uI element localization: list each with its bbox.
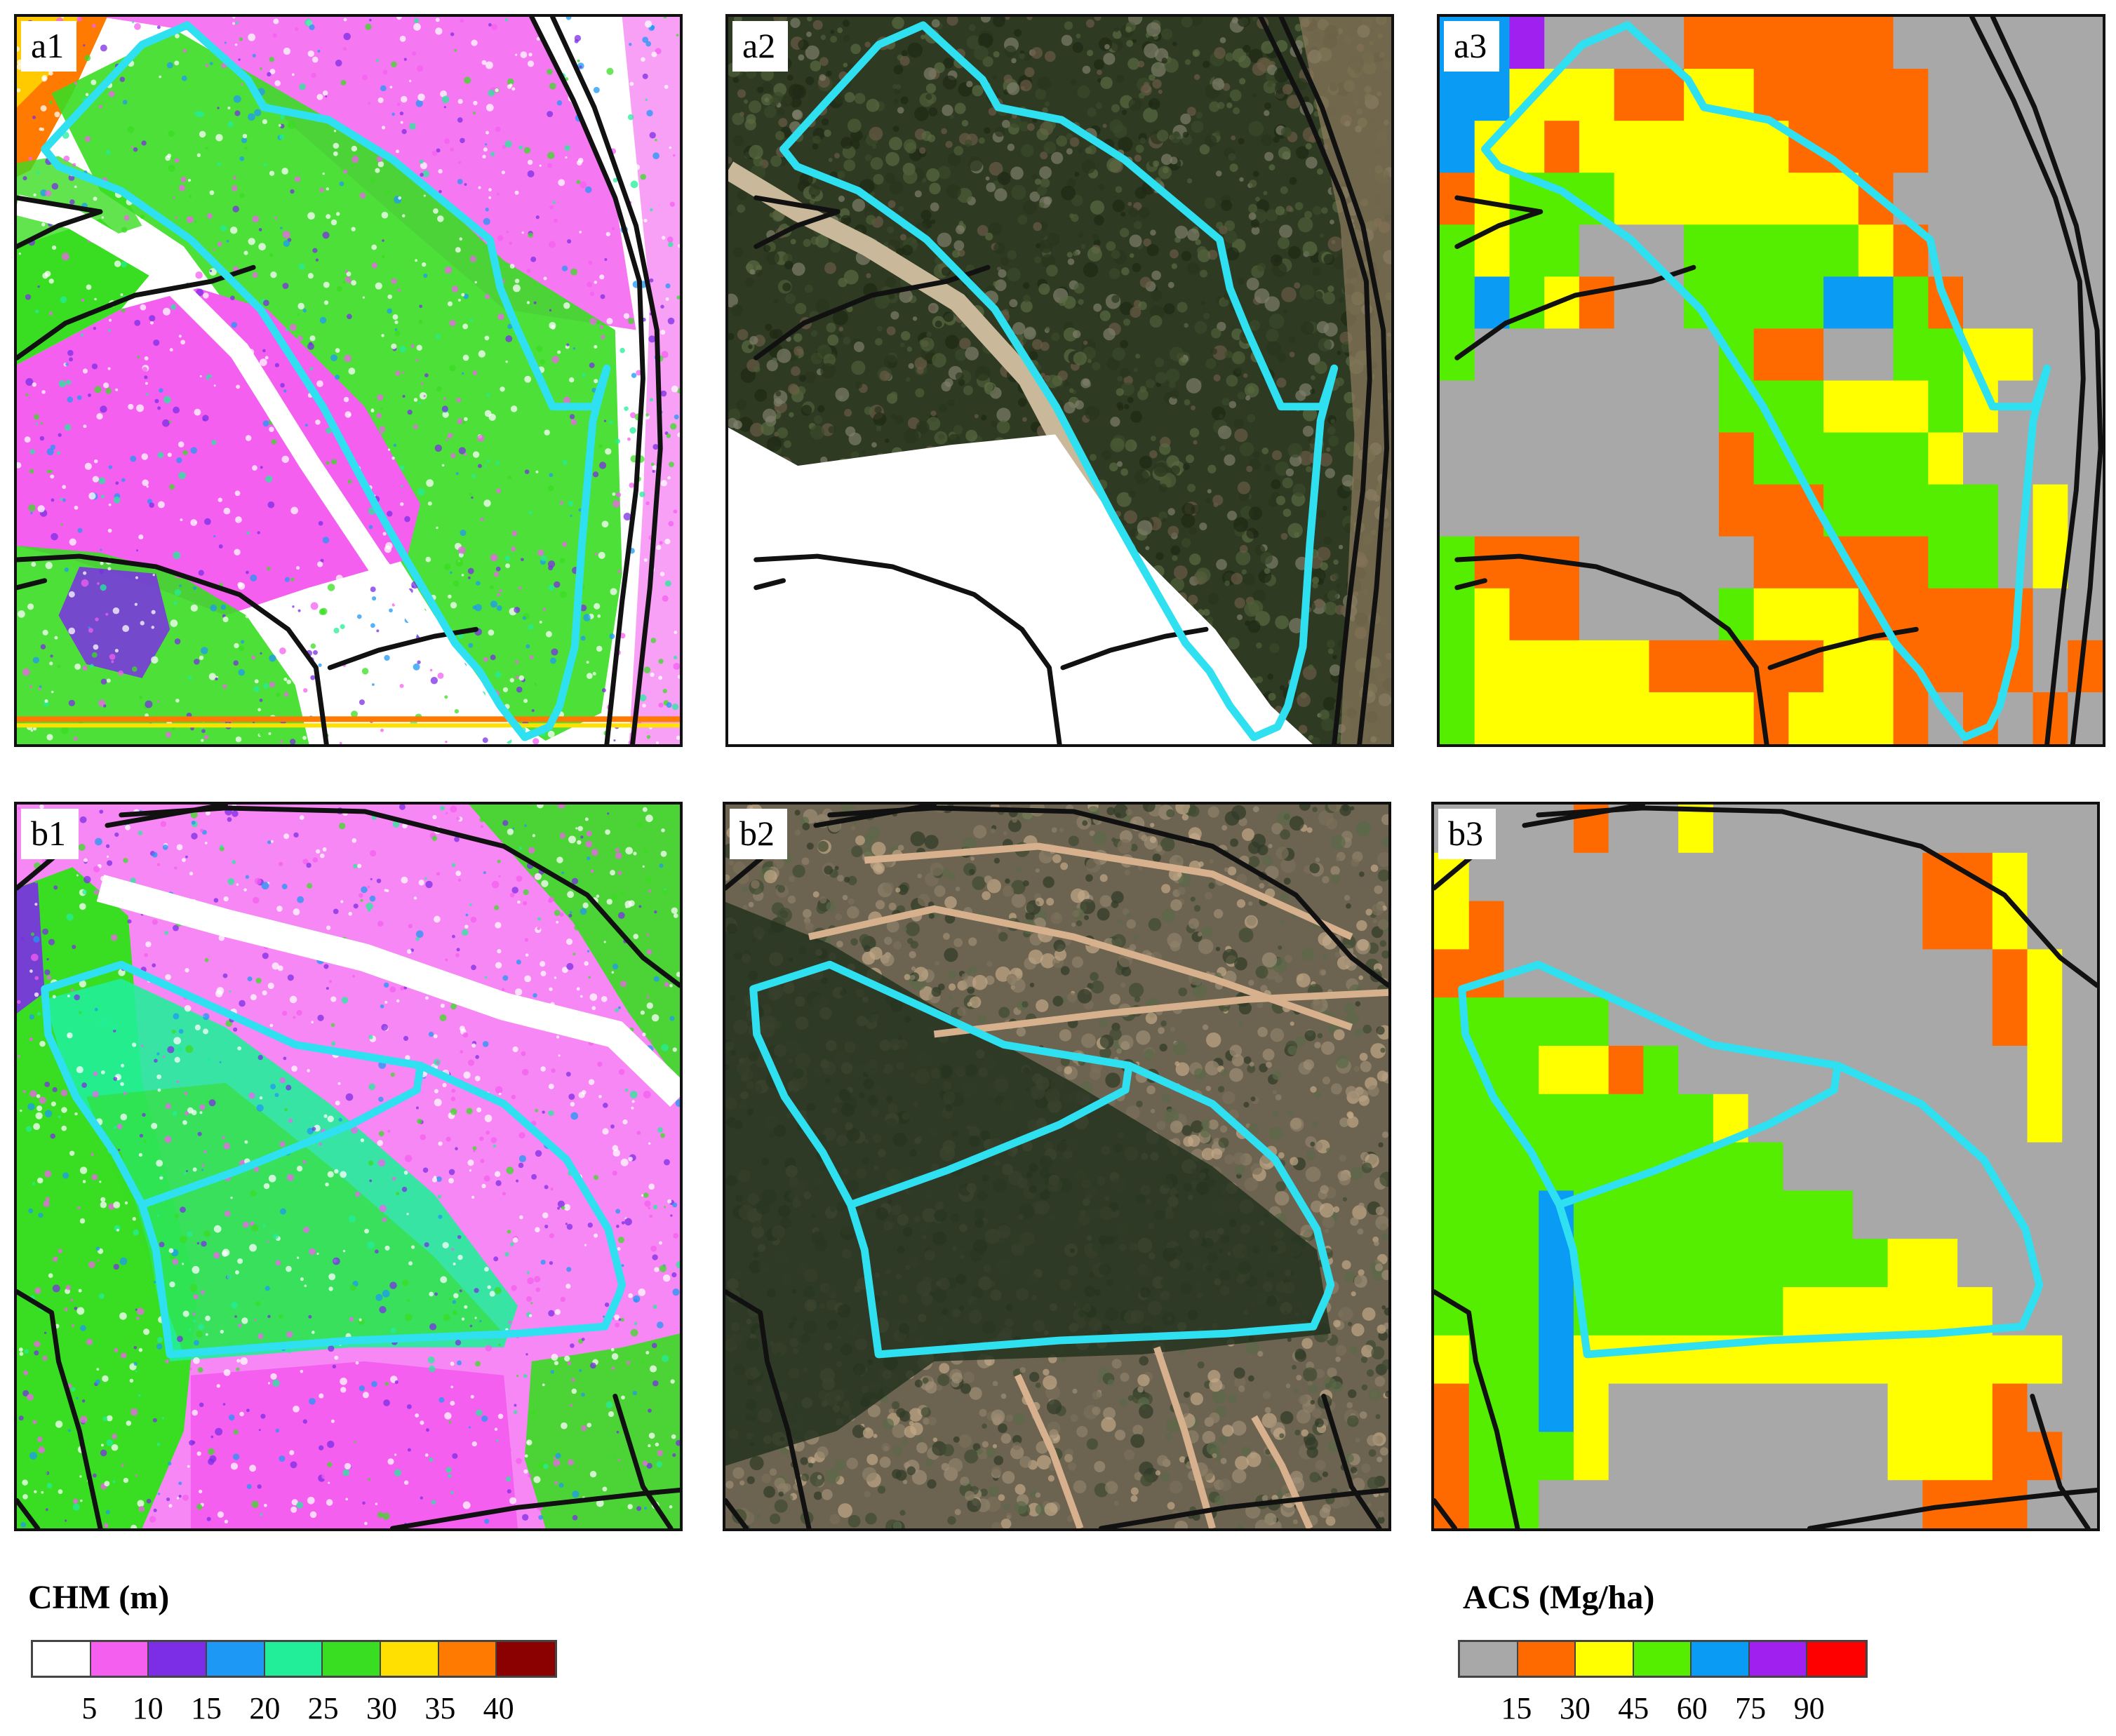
chm-legend-colorbar (31, 1640, 557, 1678)
panel-label-b3: b3 (1438, 809, 1496, 859)
legend-tick-label: 75 (1735, 1691, 1767, 1725)
legend-swatch (438, 1642, 497, 1676)
legend-swatch (1692, 1642, 1750, 1676)
panel-label-a2: a2 (732, 21, 789, 72)
legend-swatch (264, 1642, 323, 1676)
stand-boundary (749, 960, 1335, 1359)
legend-tick-label: 60 (1676, 1691, 1708, 1725)
panel-label-b1: b1 (21, 809, 79, 859)
stand-boundary (779, 21, 1339, 741)
legend-swatch (323, 1642, 381, 1676)
stand-boundary (41, 960, 627, 1359)
panel-label-b2: b2 (730, 809, 787, 859)
acs-grid (1440, 17, 2103, 744)
legend-tick-label: 5 (81, 1691, 98, 1725)
legend-swatch (33, 1642, 91, 1676)
chm-map-b1 (17, 805, 680, 1528)
map-panel-a2: a2 (725, 14, 1394, 747)
aerial-photo-b2 (725, 805, 1388, 1528)
chm-legend-title: CHM (m) (28, 1579, 170, 1616)
road-lines (725, 805, 1388, 1528)
legend-swatch (497, 1642, 555, 1676)
map-panel-b3: b3 (1431, 802, 2100, 1531)
legend-tick-label: 90 (1793, 1691, 1825, 1725)
legend-tick-label: 45 (1618, 1691, 1649, 1725)
road-lines (17, 805, 680, 1528)
legend-swatch (1807, 1642, 1866, 1676)
acs-map-b3 (1434, 805, 2097, 1528)
stand-boundary (1458, 960, 2044, 1359)
road-lines (754, 17, 1390, 744)
legend-swatch (1460, 1642, 1518, 1676)
legend-swatch (91, 1642, 149, 1676)
stand-boundary (1481, 21, 2051, 741)
map-panel-b2: b2 (723, 802, 1391, 1531)
legend-tick-label: 15 (191, 1691, 222, 1725)
map-panel-a3: a3 (1437, 14, 2105, 747)
aerial-photo-a2 (728, 17, 1391, 744)
road-lines (1454, 17, 2103, 744)
acs-legend-colorbar (1458, 1640, 1868, 1678)
chm-canopy-layer (17, 17, 680, 744)
legend-swatch (380, 1642, 439, 1676)
map-panel-b1: b1 (14, 802, 683, 1531)
panel-label-a3: a3 (1444, 21, 1500, 72)
legend-swatch (1576, 1642, 1634, 1676)
chm-map-a1 (17, 17, 680, 744)
acs-legend-title: ACS (Mg/ha) (1463, 1579, 1655, 1616)
legend-tick-label: 15 (1501, 1691, 1532, 1725)
legend-swatch (206, 1642, 265, 1676)
panel-label-a1: a1 (21, 21, 77, 72)
legend-tick-label: 25 (307, 1691, 339, 1725)
legend-tick-label: 30 (1559, 1691, 1591, 1725)
road-lines (1434, 805, 2097, 1528)
legend-tick-label: 40 (483, 1691, 514, 1725)
legend-tick-label: 35 (424, 1691, 456, 1725)
legend-tick-label: 10 (132, 1691, 163, 1725)
map-panel-a1: a1 (14, 14, 683, 747)
legend-swatch (1749, 1642, 1808, 1676)
acs-map-a3 (1440, 17, 2103, 744)
legend-swatch (1633, 1642, 1692, 1676)
stand-boundary (41, 21, 611, 741)
legend-swatch (149, 1642, 207, 1676)
legend-tick-label: 20 (249, 1691, 281, 1725)
chm-canopy-layer (17, 805, 680, 1528)
legend-tick-label: 30 (366, 1691, 397, 1725)
legend-swatch (1518, 1642, 1576, 1676)
acs-grid (1434, 805, 2097, 1528)
